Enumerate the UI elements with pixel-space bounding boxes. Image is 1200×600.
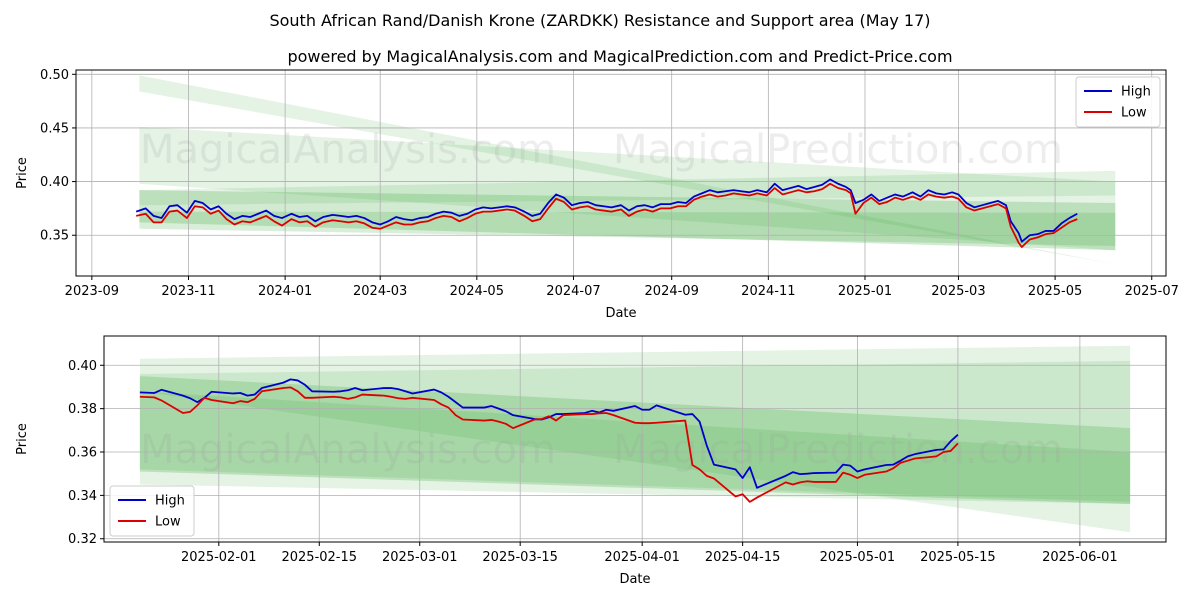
y-axis-label: Price [15,157,30,189]
y-tick-label: 0.40 [68,359,97,374]
legend-label-high: High [1121,85,1151,100]
y-tick-label: 0.50 [40,68,69,83]
x-tick-label: 2025-01 [838,284,892,299]
x-tick-label: 2025-02-15 [281,550,357,565]
support-resistance-band-1 [139,345,1131,533]
legend: High Low [1075,76,1161,128]
legend-label-low: Low [1121,106,1147,121]
support-resistance-band-4 [139,391,1131,502]
plot-frame [75,69,1167,277]
x-tick-label: 2023-11 [161,284,215,299]
x-tick-label: 2025-03-01 [382,550,458,565]
top-chart: MagicalAnalysis.com MagicalPrediction.com… [15,68,1179,321]
x-tick-label: 2025-04-01 [604,550,680,565]
title-line-2: powered by MagicalAnalysis.com and Magic… [287,47,952,66]
x-tick-label: 2025-05-01 [820,550,896,565]
watermark-analysis: MagicalAnalysis.com [140,427,556,473]
y-tick-label: 0.38 [68,402,97,417]
x-tick-label: 2025-03 [931,284,985,299]
x-tick-label: 2025-06-01 [1042,550,1118,565]
x-tick-label: 2024-03 [353,284,407,299]
x-tick-label: 2024-09 [645,284,699,299]
legend-label-low: Low [155,515,181,530]
legend-label-high: High [155,494,185,509]
y-tick-label: 0.36 [68,446,97,461]
legend: High Low [109,485,195,537]
support-resistance-band-2 [139,126,1116,251]
watermark-prediction: MagicalPrediction.com [613,127,1063,173]
x-tick-label: 2024-07 [546,284,600,299]
series-line-high [135,178,1078,243]
x-tick-label: 2023-09 [65,284,119,299]
y-tick-label: 0.35 [40,229,69,244]
y-tick-label: 0.32 [68,532,97,547]
x-tick-label: 2025-04-15 [705,550,781,565]
title-line-1: South African Rand/Danish Krone (ZARDKK)… [269,11,930,30]
x-axis-label: Date [619,572,650,587]
x-tick-label: 2025-02-01 [181,550,257,565]
x-tick-label: 2025-07 [1125,284,1179,299]
x-tick-label: 2025-03-15 [482,550,558,565]
legend-box [1075,76,1161,128]
support-resistance-band-5 [139,211,1116,246]
x-tick-label: 2025-05 [1028,284,1082,299]
y-tick-label: 0.34 [68,489,97,504]
y-axis-label: Price [15,423,30,455]
support-resistance-band-1 [139,75,1116,265]
series-line-low [139,386,959,503]
x-axis-label: Date [605,306,636,321]
plot-area [76,70,1166,276]
x-tick-label: 2024-05 [450,284,504,299]
x-tick-label: 2025-05-15 [920,550,996,565]
bottom-chart: MagicalAnalysis.com MagicalPrediction.com… [15,335,1167,587]
plot-frame [103,335,1167,543]
watermark-analysis: MagicalAnalysis.com [140,127,556,173]
series-line-low [136,182,1078,248]
legend-box [109,485,195,537]
y-tick-label: 0.45 [40,121,69,136]
plot-area [104,336,1166,542]
watermark-prediction: MagicalPrediction.com [613,427,1063,473]
support-resistance-band-3 [139,170,1116,206]
y-tick-label: 0.40 [40,175,69,190]
x-tick-label: 2024-11 [741,284,795,299]
x-tick-label: 2024-01 [258,284,312,299]
